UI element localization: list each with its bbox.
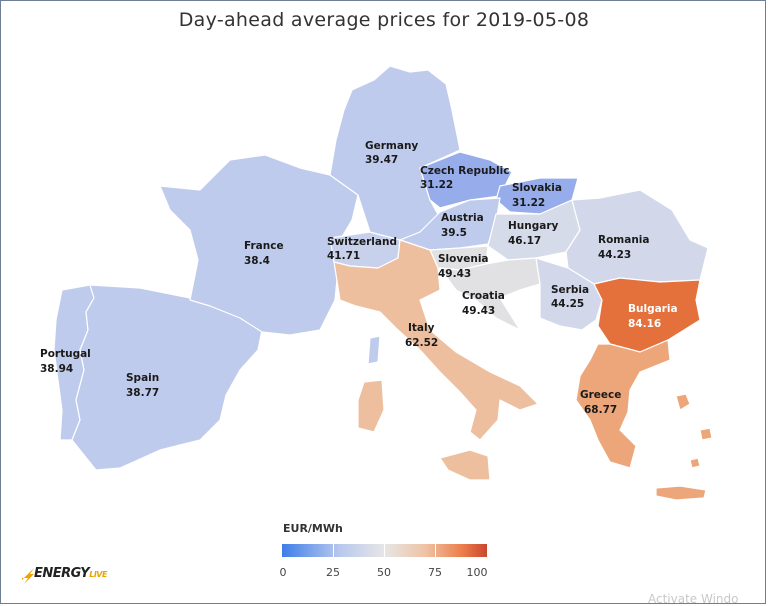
label-austria-name: Austria: [441, 212, 484, 224]
legend-label-75: 75: [428, 566, 442, 579]
region-france-corsica[interactable]: [367, 335, 381, 365]
map-title: Day-ahead average prices for 2019-05-08: [178, 9, 590, 31]
label-slovenia-value: 49.43: [438, 268, 471, 280]
label-greece-value: 68.77: [584, 404, 617, 416]
region-italy-sardinia[interactable]: [357, 379, 385, 433]
region-greece-crete[interactable]: [655, 485, 707, 501]
label-italy-name: Italy: [408, 322, 435, 334]
label-spain-name: Spain: [126, 372, 159, 384]
region-bulgaria[interactable]: [593, 277, 701, 353]
legend-label-50: 50: [377, 566, 391, 579]
label-serbia-value: 44.25: [551, 298, 584, 310]
region-labels: Germany 39.47 Czech Republic 31.22 Slova…: [40, 140, 678, 416]
label-switzerland-value: 41.71: [327, 250, 360, 262]
legend-label-0: 0: [279, 566, 287, 579]
label-austria-value: 39.5: [441, 227, 467, 239]
label-greece-name: Greece: [580, 389, 621, 401]
label-czech-name: Czech Republic: [420, 165, 509, 177]
label-croatia-value: 49.43: [462, 305, 495, 317]
label-italy-value: 62.52: [405, 337, 438, 349]
label-romania-value: 44.23: [598, 249, 631, 261]
legend-tick-25: [333, 544, 334, 557]
label-slovakia-name: Slovakia: [512, 182, 562, 194]
region-greece-islands[interactable]: [675, 393, 713, 469]
legend-title: EUR/MWh: [283, 522, 343, 535]
logo-bolt-icon: [22, 568, 34, 584]
label-france-name: France: [244, 240, 284, 252]
label-bulgaria-value: 84.16: [628, 318, 661, 330]
label-spain-value: 38.77: [126, 387, 159, 399]
os-watermark: Activate Windo: [648, 592, 739, 606]
label-germany-value: 39.47: [365, 154, 398, 166]
region-france[interactable]: [159, 154, 359, 336]
region-greece[interactable]: [575, 339, 671, 469]
label-france-value: 38.4: [244, 255, 270, 267]
region-croatia[interactable]: [439, 257, 541, 331]
region-serbia[interactable]: [535, 257, 603, 331]
label-slovakia-value: 31.22: [512, 197, 545, 209]
legend-tick-75: [435, 544, 436, 557]
label-portugal-name: Portugal: [40, 348, 91, 360]
legend-tick-50: [384, 544, 385, 557]
label-bulgaria-name: Bulgaria: [628, 303, 678, 315]
label-romania-name: Romania: [598, 234, 650, 246]
label-hungary-name: Hungary: [508, 220, 559, 232]
label-czech-value: 31.22: [420, 179, 453, 191]
label-hungary-value: 46.17: [508, 235, 541, 247]
label-slovenia-name: Slovenia: [438, 253, 489, 265]
region-italy[interactable]: [333, 239, 539, 441]
legend-label-100: 100: [466, 566, 488, 579]
legend-label-25: 25: [326, 566, 340, 579]
label-switzerland-name: Switzerland: [327, 236, 397, 248]
region-italy-sicily[interactable]: [439, 449, 491, 481]
energy-live-logo: ENERGYLIVE: [20, 562, 130, 586]
logo-text: ENERGYLIVE: [34, 566, 107, 581]
label-serbia-name: Serbia: [551, 284, 589, 296]
label-portugal-value: 38.94: [40, 363, 73, 375]
label-germany-name: Germany: [365, 140, 418, 152]
label-croatia-name: Croatia: [462, 290, 505, 302]
